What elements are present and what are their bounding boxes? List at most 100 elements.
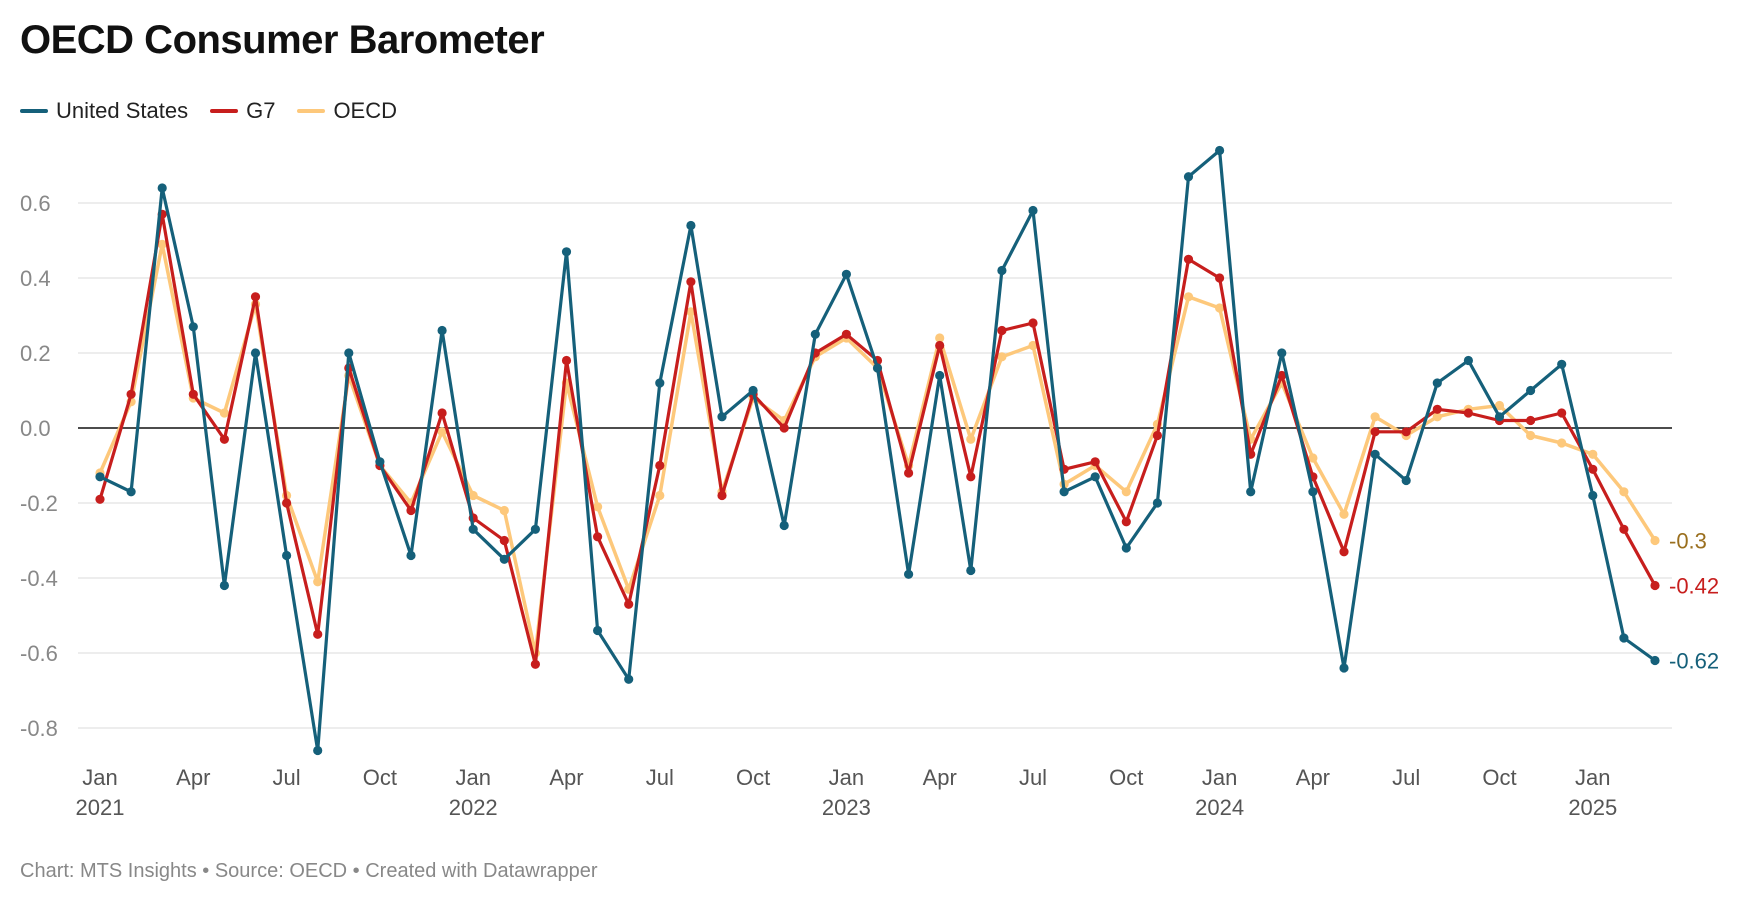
data-point-united-states bbox=[1526, 385, 1536, 396]
data-point-united-states bbox=[686, 220, 696, 231]
data-point-g7 bbox=[966, 472, 976, 482]
data-point-united-states bbox=[1463, 355, 1473, 366]
data-point-united-states bbox=[1121, 543, 1131, 553]
data-point-g7 bbox=[1277, 370, 1287, 381]
data-point-g7 bbox=[1619, 524, 1629, 534]
end-labels: -0.3 -0.42 -0.62 bbox=[1669, 529, 1719, 674]
legend-swatch-g7 bbox=[210, 109, 239, 113]
data-point-g7 bbox=[499, 535, 509, 546]
y-tick-label: 0.4 bbox=[20, 266, 51, 291]
data-point-oecd bbox=[1339, 509, 1349, 519]
data-point-united-states bbox=[748, 385, 758, 396]
y-axis-ticks: 0.6 0.4 0.2 0.0 -0.2 -0.4 -0.6 -0.8 bbox=[20, 191, 58, 741]
data-point-g7 bbox=[1432, 404, 1442, 414]
data-point-oecd bbox=[313, 577, 323, 587]
series-group bbox=[95, 145, 1660, 756]
legend-item-g7: G7 bbox=[210, 98, 275, 124]
data-point-united-states bbox=[250, 348, 261, 358]
data-point-g7 bbox=[1526, 415, 1536, 426]
data-point-united-states bbox=[1557, 359, 1567, 369]
data-point-united-states bbox=[468, 524, 478, 534]
data-point-g7 bbox=[779, 423, 789, 433]
data-point-g7 bbox=[282, 498, 292, 508]
data-point-united-states bbox=[375, 457, 385, 467]
x-tick-label: Jan bbox=[82, 765, 117, 790]
data-point-g7 bbox=[1183, 254, 1194, 264]
data-point-g7 bbox=[1090, 457, 1100, 467]
data-point-united-states bbox=[1494, 412, 1505, 422]
x-tick-label: Apr bbox=[549, 765, 583, 790]
data-point-g7 bbox=[1152, 430, 1162, 441]
data-point-g7 bbox=[1650, 580, 1660, 591]
data-point-g7 bbox=[904, 468, 914, 478]
data-point-oecd bbox=[1215, 303, 1225, 313]
data-point-united-states bbox=[1152, 498, 1162, 508]
data-point-g7 bbox=[1339, 547, 1349, 557]
data-point-g7 bbox=[686, 277, 696, 287]
series-line-oecd bbox=[98, 242, 1657, 655]
data-point-oecd bbox=[157, 239, 167, 249]
data-point-oecd bbox=[1526, 430, 1536, 441]
data-point-united-states bbox=[1277, 348, 1287, 358]
y-tick-label: 0.2 bbox=[20, 341, 51, 366]
data-point-oecd bbox=[1370, 412, 1380, 422]
data-point-g7 bbox=[624, 599, 634, 609]
data-point-united-states bbox=[126, 487, 136, 497]
data-point-oecd bbox=[997, 352, 1007, 362]
y-tick-label: -0.4 bbox=[20, 566, 58, 591]
data-point-g7 bbox=[126, 389, 136, 399]
data-point-united-states bbox=[344, 348, 354, 358]
data-point-united-states bbox=[779, 520, 789, 531]
data-point-g7 bbox=[1121, 517, 1131, 527]
y-tick-label: 0.0 bbox=[20, 416, 51, 441]
data-point-g7 bbox=[406, 505, 416, 516]
data-point-oecd bbox=[935, 333, 945, 343]
data-point-g7 bbox=[1401, 427, 1411, 437]
data-point-united-states bbox=[1183, 172, 1194, 182]
legend-item-united-states: United States bbox=[20, 98, 188, 124]
gridlines bbox=[78, 202, 1672, 729]
data-point-oecd bbox=[593, 502, 603, 512]
x-tick-label: Jan bbox=[1575, 765, 1610, 790]
data-point-oecd bbox=[966, 434, 976, 444]
data-point-united-states bbox=[872, 363, 883, 373]
x-tick-year-label: 2024 bbox=[1195, 795, 1244, 820]
data-point-united-states bbox=[437, 325, 447, 336]
x-tick-year-label: 2022 bbox=[449, 795, 498, 820]
data-point-united-states bbox=[904, 569, 914, 579]
data-point-oecd bbox=[655, 490, 665, 501]
x-axis-ticks: Jan 2021 Apr Jul Oct Jan 2022 Apr Jul Oct Jan 2023 A… bbox=[76, 765, 1618, 820]
data-point-g7 bbox=[1588, 464, 1598, 474]
x-tick-label: Oct bbox=[1482, 765, 1516, 790]
data-point-united-states bbox=[1588, 490, 1598, 501]
data-point-g7 bbox=[1370, 427, 1380, 437]
data-point-oecd bbox=[1183, 292, 1194, 302]
data-point-oecd bbox=[1308, 453, 1318, 463]
data-point-united-states bbox=[499, 554, 509, 564]
data-point-oecd bbox=[1650, 535, 1660, 546]
x-tick-label: Jan bbox=[829, 765, 864, 790]
data-point-united-states bbox=[561, 247, 572, 257]
end-label-g7: -0.42 bbox=[1669, 574, 1719, 599]
data-point-oecd bbox=[686, 307, 696, 317]
data-point-united-states bbox=[530, 524, 541, 534]
end-label-united-states: -0.62 bbox=[1669, 649, 1719, 674]
data-point-united-states bbox=[624, 674, 634, 684]
data-point-g7 bbox=[655, 460, 665, 471]
data-point-g7 bbox=[530, 659, 541, 669]
data-point-g7 bbox=[841, 329, 852, 339]
data-point-oecd bbox=[437, 427, 447, 437]
data-point-united-states bbox=[655, 378, 665, 388]
data-point-oecd bbox=[1557, 438, 1567, 448]
x-tick-year-label: 2021 bbox=[76, 795, 125, 820]
data-point-united-states bbox=[406, 550, 416, 561]
legend-swatch-united-states bbox=[20, 109, 48, 113]
data-point-united-states bbox=[1401, 475, 1411, 486]
data-point-oecd bbox=[499, 505, 509, 516]
data-point-united-states bbox=[1028, 205, 1038, 216]
y-tick-label: -0.8 bbox=[20, 716, 58, 741]
y-tick-label: 0.6 bbox=[20, 191, 51, 216]
data-point-g7 bbox=[250, 292, 261, 302]
x-tick-label: Apr bbox=[176, 765, 210, 790]
data-point-g7 bbox=[1215, 273, 1225, 283]
